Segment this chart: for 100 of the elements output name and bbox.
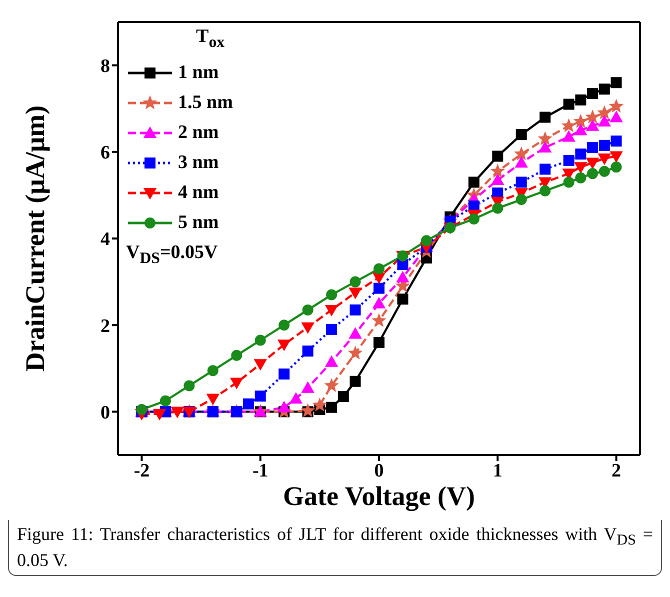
- point: [586, 158, 600, 170]
- point: [374, 282, 384, 294]
- point: [598, 140, 610, 151]
- point: [585, 110, 600, 124]
- point: [610, 162, 622, 173]
- point: [587, 168, 598, 180]
- point: [608, 98, 624, 113]
- point: [230, 378, 244, 390]
- point: [540, 164, 551, 175]
- point: [160, 395, 171, 406]
- legend-title: T$_{ox}$: [195, 25, 226, 53]
- point: [326, 402, 338, 413]
- point: [278, 320, 290, 331]
- point: [277, 400, 291, 412]
- point: [324, 355, 338, 367]
- x-tick-label: 2: [612, 460, 622, 482]
- point: [374, 263, 384, 274]
- point: [490, 164, 505, 178]
- point: [254, 390, 266, 402]
- point: [514, 146, 529, 160]
- point: [396, 270, 410, 282]
- point: [516, 194, 527, 206]
- point: [338, 391, 349, 402]
- y-tick-label: 4: [100, 229, 110, 250]
- point: [206, 394, 220, 406]
- point: [301, 381, 314, 393]
- point: [350, 376, 361, 387]
- point: [610, 151, 623, 163]
- x-tick-label: 0: [374, 460, 384, 482]
- point: [468, 214, 480, 225]
- point: [573, 114, 588, 128]
- point: [562, 130, 576, 142]
- point: [563, 98, 574, 110]
- x-axis-title: Gate Voltage (V): [283, 481, 475, 511]
- legend-label: 1 nm: [178, 60, 219, 85]
- point: [574, 162, 588, 174]
- point: [587, 88, 598, 99]
- point: [374, 336, 384, 348]
- point: [610, 110, 623, 122]
- point: [468, 176, 480, 188]
- point: [574, 124, 588, 136]
- point: [350, 276, 361, 288]
- text: Figure 11: Transfer characteristics of JLT for different oxide thicknesses with V$_{DS}$ = 0.05 V.: [17, 524, 653, 570]
- x-tick-label: 1: [492, 460, 502, 482]
- point: [348, 327, 362, 339]
- point: [326, 289, 338, 300]
- point: [575, 172, 586, 184]
- point: [563, 155, 574, 166]
- x-tick-label: -1: [252, 460, 268, 482]
- point: [326, 324, 338, 335]
- point: [575, 148, 586, 160]
- point: [492, 202, 504, 214]
- point: [278, 368, 290, 380]
- point: [516, 176, 527, 188]
- legend-label: 1.5 nm: [178, 90, 233, 115]
- point: [302, 346, 314, 357]
- point: [372, 313, 386, 327]
- point: [302, 304, 314, 316]
- point: [491, 173, 504, 185]
- point: [289, 392, 303, 404]
- point: [516, 129, 527, 140]
- point: [231, 350, 242, 361]
- y-tick-label: 8: [100, 56, 110, 78]
- point: [538, 140, 552, 153]
- legend-label: 3 nm: [178, 150, 219, 175]
- point: [301, 322, 314, 334]
- point: [184, 380, 195, 392]
- point: [324, 378, 339, 392]
- y-tick-label: 0: [100, 402, 110, 424]
- point: [372, 296, 386, 308]
- point: [277, 340, 291, 352]
- point: [610, 136, 622, 147]
- point: [598, 114, 612, 127]
- point: [587, 142, 598, 154]
- point: [538, 131, 552, 146]
- point: [254, 359, 267, 371]
- point: [397, 294, 408, 305]
- point: [254, 334, 266, 346]
- point: [152, 408, 166, 420]
- point: [243, 398, 254, 410]
- point: [563, 176, 574, 188]
- point: [170, 406, 184, 418]
- point: [324, 304, 338, 317]
- point: [597, 105, 612, 120]
- point: [348, 288, 362, 300]
- legend-label: 2 nm: [178, 120, 219, 145]
- point: [300, 403, 316, 418]
- point: [207, 365, 218, 376]
- point: [610, 77, 622, 88]
- annotation: V$_{DS}$=0.05V: [126, 240, 219, 269]
- point: [420, 235, 432, 246]
- point: [312, 398, 328, 412]
- point: [540, 112, 551, 123]
- point: [598, 84, 610, 95]
- point: [514, 156, 528, 168]
- point: [575, 94, 586, 106]
- legend-label: 4 nm: [178, 180, 219, 205]
- point: [586, 119, 600, 131]
- point: [598, 153, 612, 165]
- y-axis-title: DrainCurrent (μA/μm): [20, 105, 50, 372]
